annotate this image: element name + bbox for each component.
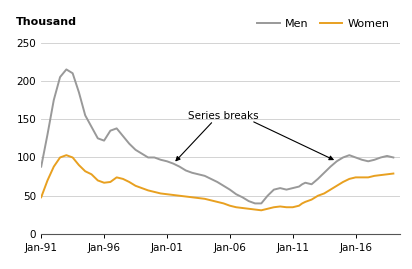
Men [39,165,44,168]
Women [259,209,264,212]
Women [347,177,352,180]
Men [309,183,314,186]
Text: Thousand: Thousand [16,17,77,27]
Women [309,198,314,201]
Women [39,196,44,199]
Men [347,154,352,157]
Women [378,174,383,177]
Legend: Men, Women: Men, Women [253,15,394,34]
Men [391,156,396,159]
Men [290,186,295,190]
Women [290,206,295,209]
Women [64,154,69,157]
Men [133,148,138,151]
Men [64,68,69,71]
Women [391,172,396,175]
Men [127,142,132,145]
Women [127,180,132,183]
Women [133,184,138,187]
Men [378,156,383,159]
Men [253,202,258,205]
Line: Women: Women [41,155,393,210]
Text: Series breaks: Series breaks [188,111,259,121]
Line: Men: Men [41,69,393,203]
